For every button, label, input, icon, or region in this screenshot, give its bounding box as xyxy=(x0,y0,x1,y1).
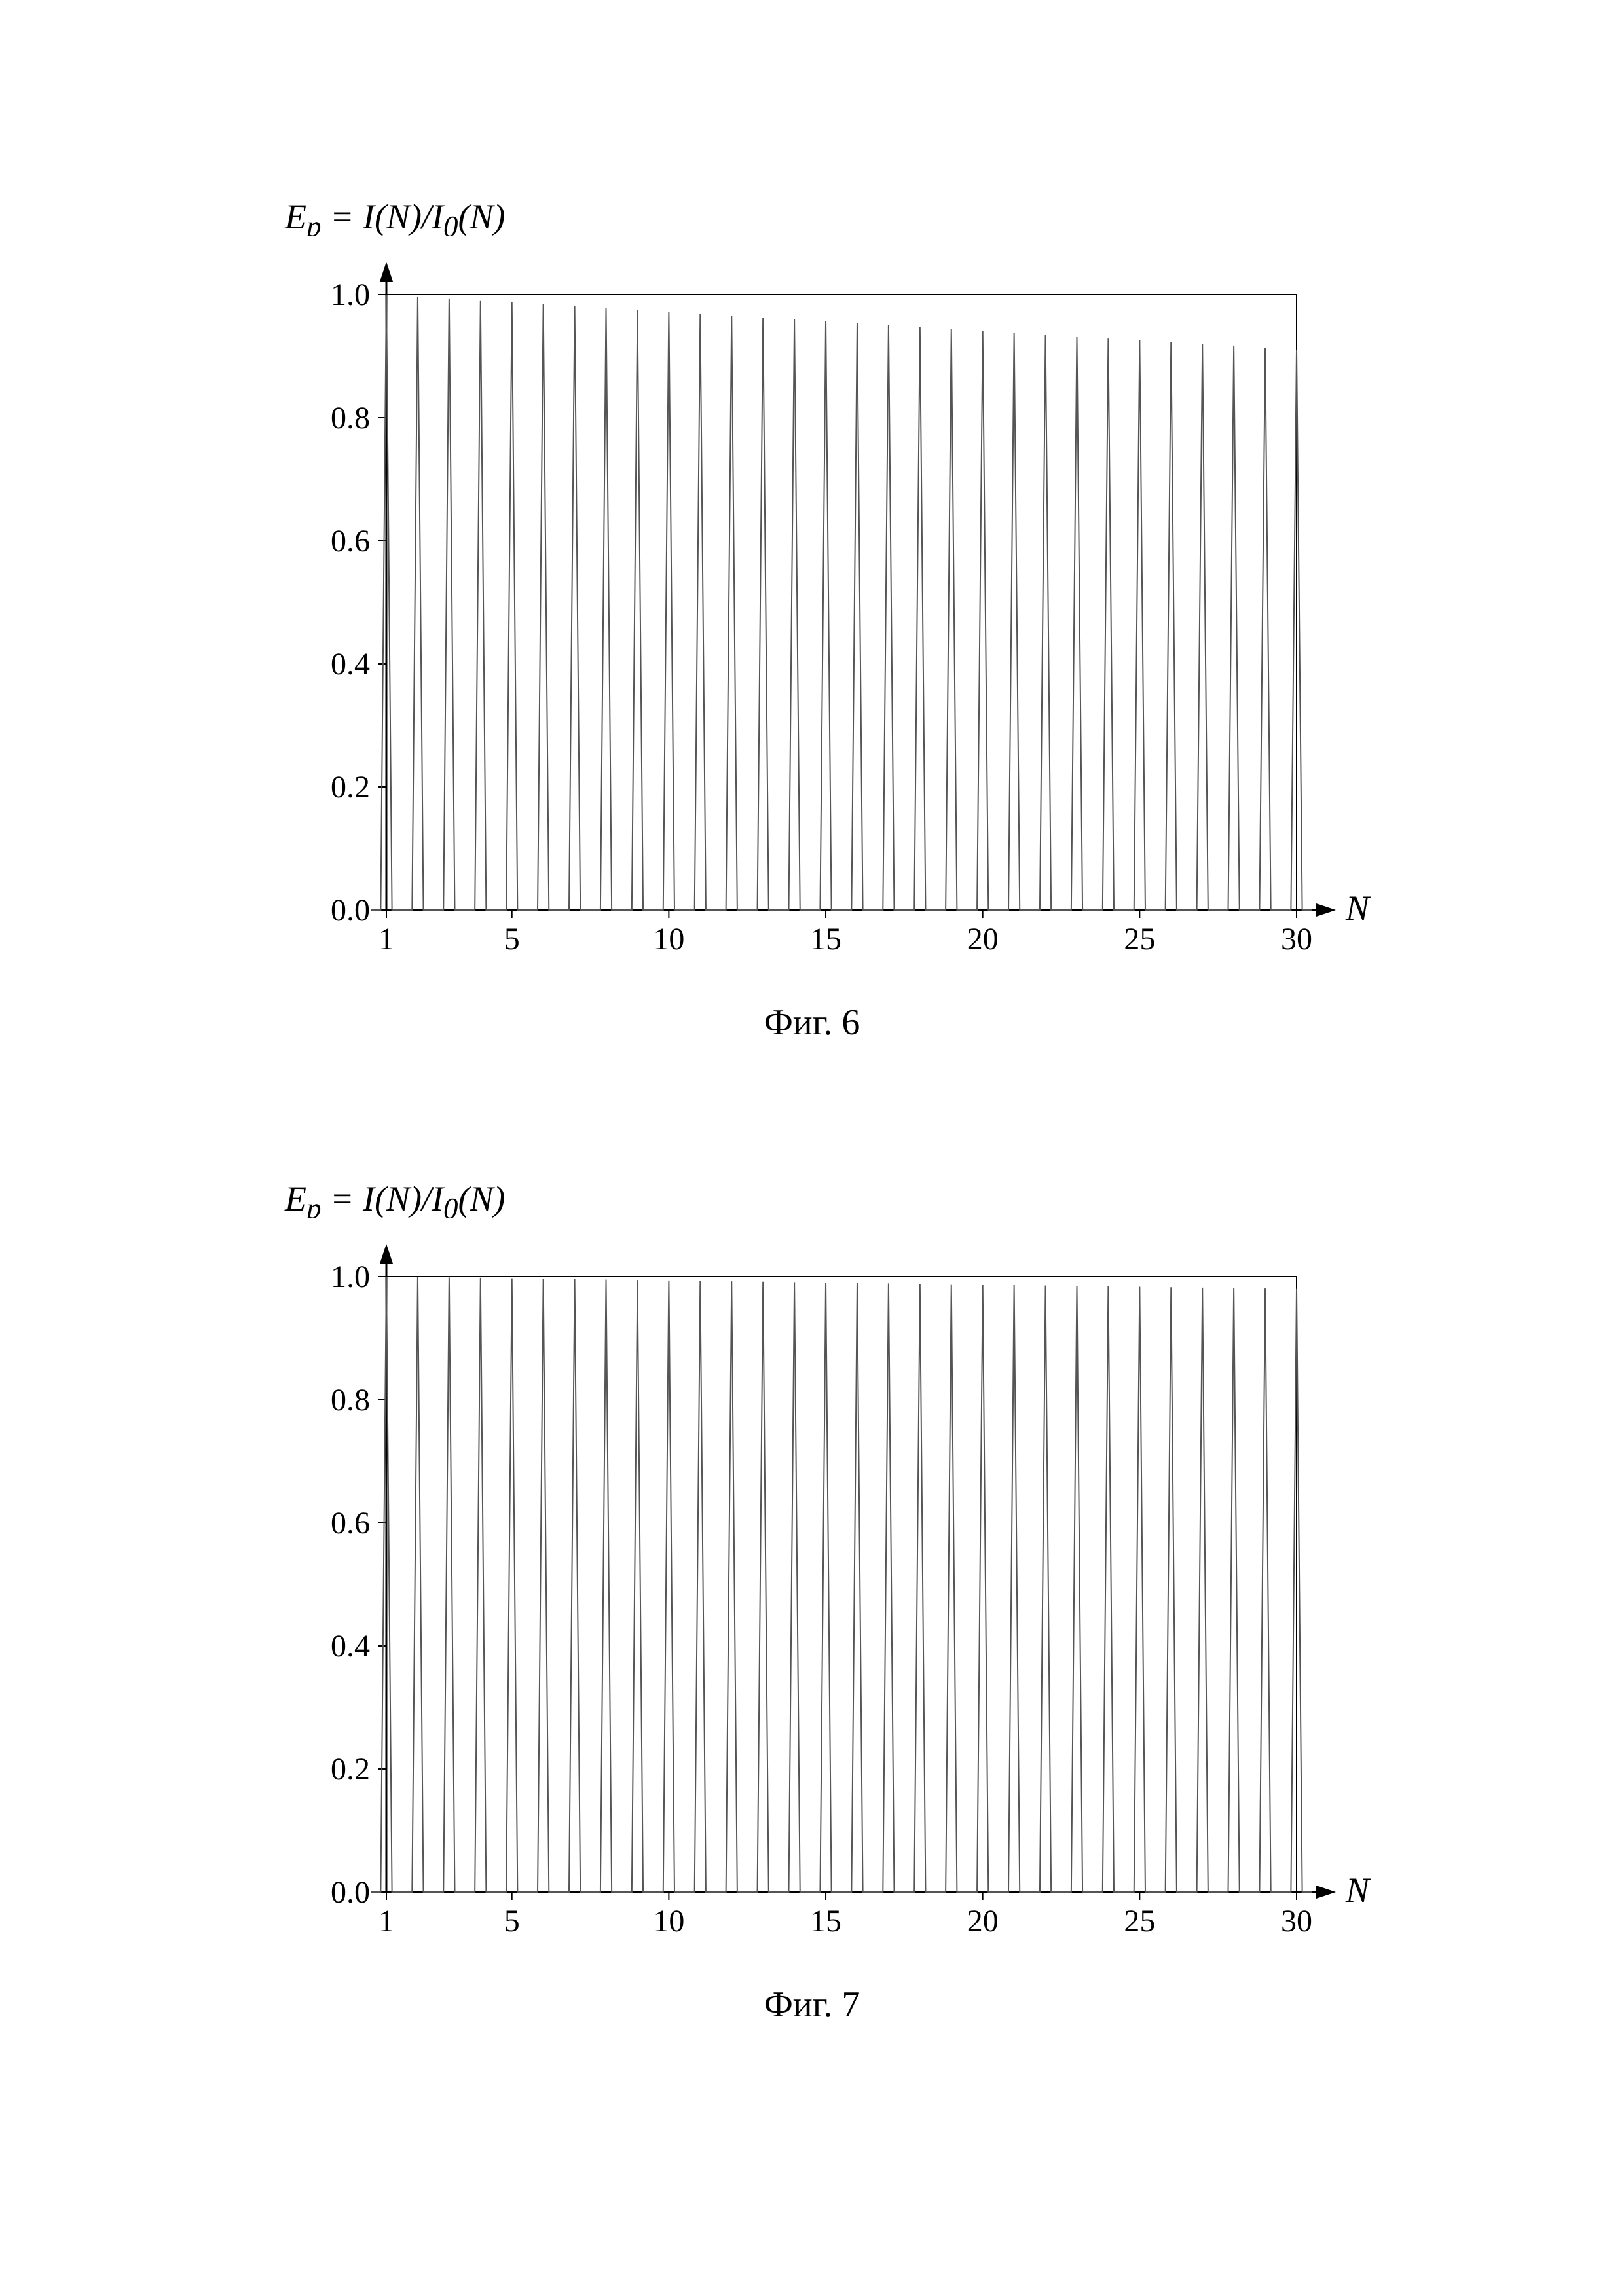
svg-text:1.0: 1.0 xyxy=(331,278,370,312)
svg-text:5: 5 xyxy=(504,1904,520,1939)
svg-text:N: N xyxy=(1345,888,1371,928)
svg-text:25: 25 xyxy=(1124,922,1155,957)
svg-text:15: 15 xyxy=(810,922,841,957)
svg-text:0.6: 0.6 xyxy=(331,1506,370,1540)
svg-text:10: 10 xyxy=(653,922,684,957)
svg-text:1: 1 xyxy=(378,922,394,957)
svg-text:30: 30 xyxy=(1281,1904,1312,1939)
svg-text:20: 20 xyxy=(967,922,999,957)
chart-plot: 0.00.20.40.60.81.0151015202530N xyxy=(249,1218,1375,1958)
svg-text:30: 30 xyxy=(1281,922,1312,957)
svg-text:0.4: 0.4 xyxy=(331,1629,370,1664)
svg-text:15: 15 xyxy=(810,1904,841,1939)
svg-text:25: 25 xyxy=(1124,1904,1155,1939)
svg-text:5: 5 xyxy=(504,922,520,957)
chart-plot: 0.00.20.40.60.81.0151015202530N xyxy=(249,236,1375,975)
svg-text:0.2: 0.2 xyxy=(331,1752,370,1787)
figure-caption: Фиг. 7 xyxy=(249,1984,1375,2026)
svg-text:20: 20 xyxy=(967,1904,999,1939)
figure-fig6: Ep = I(N)/I0(N)0.00.20.40.60.81.01510152… xyxy=(249,196,1375,1113)
svg-text:0.8: 0.8 xyxy=(331,1383,370,1417)
svg-text:1.0: 1.0 xyxy=(331,1260,370,1294)
svg-text:0.8: 0.8 xyxy=(331,401,370,435)
svg-text:0.2: 0.2 xyxy=(331,770,370,805)
svg-text:0.0: 0.0 xyxy=(331,1875,370,1910)
figure-fig7: Ep = I(N)/I0(N)0.00.20.40.60.81.01510152… xyxy=(249,1178,1375,2095)
page: Ep = I(N)/I0(N)0.00.20.40.60.81.01510152… xyxy=(0,0,1624,2296)
figure-caption: Фиг. 6 xyxy=(249,1002,1375,1044)
svg-text:10: 10 xyxy=(653,1904,684,1939)
svg-text:0.4: 0.4 xyxy=(331,647,370,682)
svg-text:1: 1 xyxy=(378,1904,394,1939)
svg-text:N: N xyxy=(1345,1870,1371,1910)
svg-text:0.6: 0.6 xyxy=(331,524,370,558)
svg-text:0.0: 0.0 xyxy=(331,893,370,928)
